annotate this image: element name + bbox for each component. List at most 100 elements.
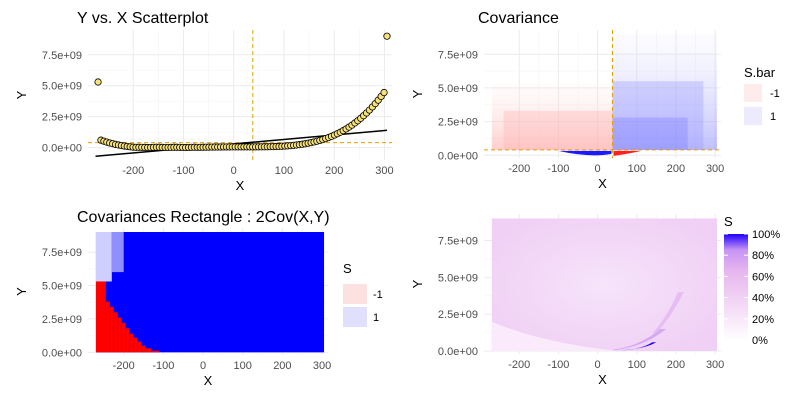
scatter-point [94, 78, 102, 86]
heat-high-region [613, 328, 667, 351]
negative-cov-region [491, 83, 613, 150]
positive-rect [95, 232, 325, 353]
heat-mid-region [652, 292, 684, 334]
heat-max-region [621, 342, 657, 351]
x-tick-label: 200 [667, 163, 685, 175]
y-axis-title: Y [14, 287, 29, 296]
chart-title: Covariances Rectangle : 2Cov(X,Y) [77, 209, 330, 226]
legend-label: 100% [752, 229, 780, 241]
fade-rect [95, 232, 112, 282]
legend-title: S [724, 214, 733, 229]
y-tick-label: 7.5e+09 [438, 236, 478, 248]
positive-cov-region [612, 81, 704, 150]
chart-title: Covariance [478, 10, 559, 27]
negative-rect [105, 301, 110, 353]
y-tick-label: 0.0e+00 [438, 346, 478, 358]
y-tick-label: 5.0e+09 [42, 81, 82, 93]
y-tick-label: 0.0e+00 [42, 143, 82, 155]
legend-label: 20% [752, 314, 774, 326]
legend: S -1 1 [343, 261, 383, 327]
scatter-point [380, 88, 388, 97]
x-tick-label: 200 [325, 165, 343, 177]
y-tick-label: 7.5e+09 [42, 50, 82, 62]
positive-cov-region [612, 117, 688, 150]
x-tick-label: 300 [375, 165, 393, 177]
y-tick-label: 5.0e+09 [438, 272, 478, 284]
y-tick-label: 2.5e+09 [42, 112, 82, 124]
fade-rect [111, 232, 124, 273]
y-tick-label: 0.0e+00 [438, 150, 478, 162]
x-tick-label: -100 [152, 360, 174, 372]
legend: S 100% 80% 60% 40% 20% 0% [724, 214, 780, 347]
y-axis-title: Y [410, 89, 425, 98]
legend-swatch [744, 84, 762, 102]
y-axis-title: Y [14, 90, 29, 99]
x-tick-label: 0 [231, 165, 237, 177]
negative-rect [141, 345, 146, 353]
negative-cov-region [503, 110, 613, 150]
legend: S.bar -1 1 [744, 65, 780, 125]
y-tick-label: 7.5e+09 [438, 49, 478, 61]
y-tick-label: 5.0e+09 [438, 83, 478, 95]
negative-rect [133, 337, 138, 353]
y-tick-label: 2.5e+09 [438, 117, 478, 129]
negative-rect [95, 281, 106, 353]
negative-rect [125, 328, 130, 353]
negative-rect [137, 341, 142, 353]
negative-rect [121, 322, 126, 353]
legend-swatch [343, 307, 367, 327]
y-tick-label: 5.0e+09 [42, 280, 82, 292]
heat-low-region [491, 321, 618, 352]
negative-rect [117, 317, 122, 353]
heat-area [491, 218, 718, 352]
grid [88, 30, 392, 160]
negative-rect [109, 306, 114, 353]
x-axis-title: X [236, 178, 245, 193]
y-tick-label: 2.5e+09 [42, 314, 82, 326]
negative-rects [95, 281, 160, 353]
x-tick-label: 100 [275, 165, 293, 177]
x-tick-label: 100 [628, 163, 646, 175]
legend-label: 1 [770, 111, 776, 123]
positive-cov-strip [558, 150, 612, 156]
x-tick-label: 200 [667, 359, 685, 371]
x-axis-title: X [598, 176, 607, 191]
scatter-point [383, 32, 391, 40]
x-axis-title: X [204, 373, 213, 388]
legend-label: 40% [752, 293, 774, 305]
x-tick-label: 300 [706, 163, 724, 175]
legend-swatch [744, 107, 762, 125]
positive-cov-region [612, 34, 718, 150]
x-tick-label: 300 [706, 359, 724, 371]
legend-label: -1 [770, 88, 780, 100]
x-tick-label: 0 [200, 360, 206, 372]
panel-3: -200 -100 0 100 200 300 0.0e+00 2.5e+09 5.0e+09 7… [14, 209, 383, 388]
x-axis-title: X [598, 372, 607, 387]
legend-label: 60% [752, 271, 774, 283]
x-tick-label: 100 [234, 360, 252, 372]
y-tick-label: 2.5e+09 [438, 309, 478, 321]
legend-label: 1 [373, 312, 379, 324]
x-tick-label: 0 [595, 359, 601, 371]
x-tick-label: 200 [273, 360, 291, 372]
legend-colorbar [724, 234, 748, 340]
panel-4: -200 -100 0 100 200 300 0.0e+00 2.5e+09 5.0e+09 7… [410, 214, 780, 387]
scatter-points [94, 32, 391, 152]
x-tick-label: -200 [508, 359, 530, 371]
negative-rect [151, 350, 160, 353]
negative-rect [113, 312, 118, 353]
x-tick-label: -200 [113, 360, 135, 372]
x-tick-label: -200 [122, 165, 144, 177]
legend-label: 80% [752, 250, 774, 262]
x-tick-label: -100 [172, 165, 194, 177]
legend-swatch [343, 284, 367, 304]
negative-rect [145, 348, 152, 353]
negative-rect [129, 333, 134, 353]
legend-label: 0% [752, 335, 768, 347]
chart-title: Y vs. X Scatterplot [77, 10, 209, 27]
x-tick-label: 100 [628, 359, 646, 371]
panel-1: -200 -100 0 100 200 300 0.0e+00 2.5e+09 5.0e+09 7… [14, 10, 394, 193]
x-tick-label: 0 [595, 163, 601, 175]
legend-title: S [343, 261, 352, 276]
x-tick-label: 300 [313, 360, 331, 372]
